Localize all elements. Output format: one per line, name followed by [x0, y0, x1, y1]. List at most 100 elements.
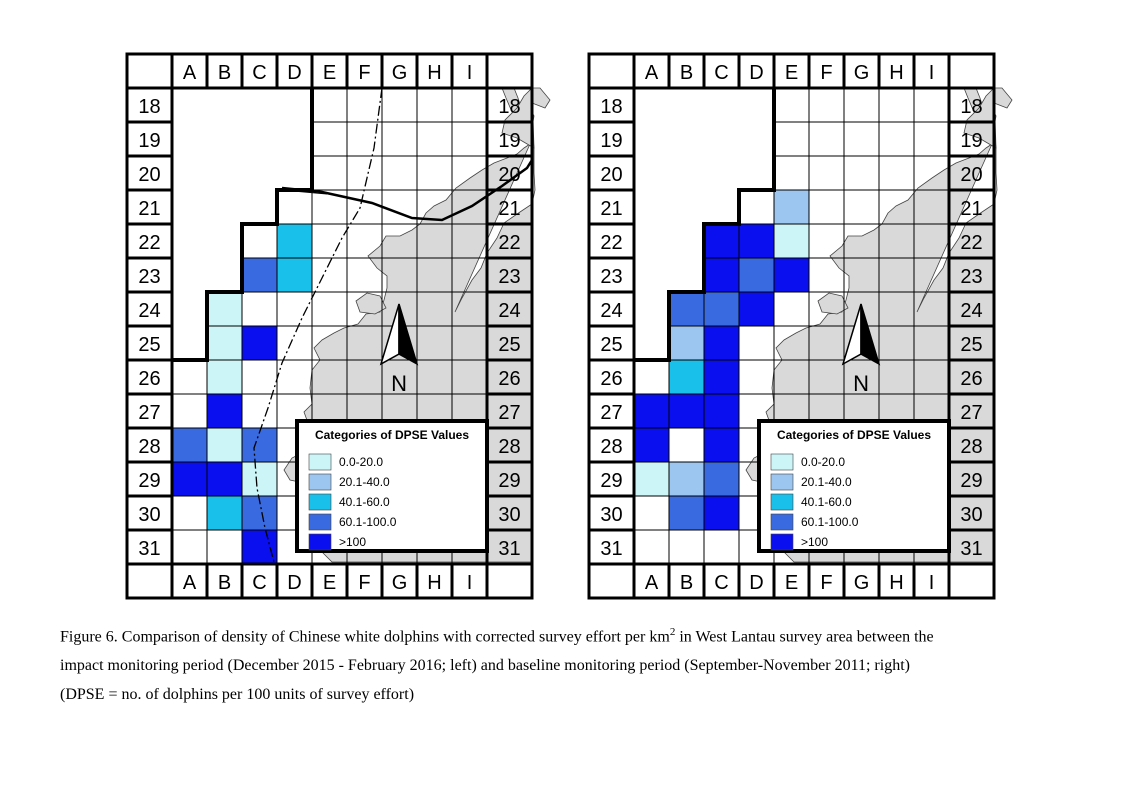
- row-label-left-21: 21: [600, 198, 622, 220]
- cell-C25: [242, 326, 277, 360]
- legend-swatch-c4: [308, 513, 332, 531]
- row-label-right-30: 30: [498, 504, 520, 526]
- cell-D23: [277, 258, 312, 292]
- cell-C31: [242, 530, 277, 564]
- col-label-top-D: D: [749, 62, 763, 84]
- col-label-bottom-G: G: [854, 572, 870, 594]
- north-label: N: [391, 371, 407, 396]
- legend-swatch-c3: [308, 493, 332, 511]
- col-label-bottom-D: D: [287, 572, 301, 594]
- legend-swatch-c4: [770, 513, 794, 531]
- cell-B30: [669, 496, 704, 530]
- row-label-right-22: 22: [960, 232, 982, 254]
- row-label-right-23: 23: [498, 266, 520, 288]
- cell-C29: [242, 462, 277, 496]
- row-label-left-22: 22: [600, 232, 622, 254]
- col-label-bottom-E: E: [785, 572, 798, 594]
- legend-label-c5: >100: [801, 535, 828, 549]
- col-label-bottom-I: I: [467, 572, 473, 594]
- row-label-left-26: 26: [600, 368, 622, 390]
- row-label-left-27: 27: [600, 402, 622, 424]
- col-label-top-H: H: [427, 62, 441, 84]
- cell-D23: [739, 258, 774, 292]
- row-label-left-24: 24: [138, 300, 160, 322]
- cell-D24: [739, 292, 774, 326]
- row-label-right-26: 26: [960, 368, 982, 390]
- caption-sup: 2: [669, 626, 676, 638]
- col-label-top-G: G: [854, 62, 870, 84]
- row-label-left-20: 20: [138, 164, 160, 186]
- cell-B24: [207, 292, 242, 326]
- cell-C22: [704, 224, 739, 258]
- cell-B29: [207, 462, 242, 496]
- cell-A29: [172, 462, 207, 496]
- col-label-bottom-B: B: [680, 572, 693, 594]
- legend-label-c2: 20.1-40.0: [339, 475, 390, 489]
- cell-B26: [207, 360, 242, 394]
- col-label-top-A: A: [183, 62, 197, 84]
- row-label-right-20: 20: [960, 164, 982, 186]
- cell-B25: [669, 326, 704, 360]
- row-label-right-21: 21: [498, 198, 520, 220]
- row-label-right-25: 25: [498, 334, 520, 356]
- row-label-right-25: 25: [960, 334, 982, 356]
- cell-A28: [634, 428, 669, 462]
- cell-E22: [774, 224, 809, 258]
- row-label-right-24: 24: [498, 300, 520, 322]
- cell-B24: [669, 292, 704, 326]
- row-label-left-29: 29: [138, 470, 160, 492]
- legend-swatch-c1: [770, 453, 794, 471]
- legend-label-c4: 60.1-100.0: [801, 515, 859, 529]
- row-label-right-27: 27: [498, 402, 520, 424]
- row-label-left-25: 25: [138, 334, 160, 356]
- cell-B27: [207, 394, 242, 428]
- col-label-bottom-F: F: [820, 572, 832, 594]
- row-label-right-19: 19: [960, 130, 982, 152]
- cell-C30: [704, 496, 739, 530]
- col-label-top-E: E: [323, 62, 336, 84]
- row-label-left-28: 28: [138, 436, 160, 458]
- row-label-right-31: 31: [960, 538, 982, 560]
- legend-swatch-c5: [770, 533, 794, 551]
- col-label-bottom-C: C: [252, 572, 266, 594]
- north-arrow: N: [841, 303, 881, 396]
- row-label-left-27: 27: [138, 402, 160, 424]
- row-label-left-23: 23: [138, 266, 160, 288]
- row-label-left-21: 21: [138, 198, 160, 220]
- cell-D22: [739, 224, 774, 258]
- legend-title: Categories of DPSE Values: [315, 428, 469, 442]
- col-label-top-F: F: [358, 62, 370, 84]
- col-label-top-E: E: [785, 62, 798, 84]
- caption-line3: (DPSE = no. of dolphins per 100 units of…: [60, 686, 415, 704]
- legend-label-c5: >100: [339, 535, 366, 549]
- legend-label-c3: 40.1-60.0: [339, 495, 390, 509]
- row-label-right-29: 29: [498, 470, 520, 492]
- survey-boundary-left: [172, 88, 314, 362]
- col-label-bottom-G: G: [392, 572, 408, 594]
- caption-line1-a: Figure 6. Comparison of density of Chine…: [60, 628, 670, 646]
- col-label-top-G: G: [392, 62, 408, 84]
- row-label-left-18: 18: [600, 96, 622, 118]
- row-label-right-26: 26: [498, 368, 520, 390]
- cell-B30: [207, 496, 242, 530]
- cell-C24: [704, 292, 739, 326]
- cell-C26: [704, 360, 739, 394]
- row-label-left-19: 19: [138, 130, 160, 152]
- row-label-right-29: 29: [960, 470, 982, 492]
- north-arrow-right: [398, 303, 419, 366]
- row-label-right-28: 28: [498, 436, 520, 458]
- col-label-top-C: C: [252, 62, 266, 84]
- col-label-bottom-F: F: [358, 572, 370, 594]
- row-label-left-23: 23: [600, 266, 622, 288]
- cell-E21: [774, 190, 809, 224]
- row-label-right-31: 31: [498, 538, 520, 560]
- legend-swatch-c3: [770, 493, 794, 511]
- north-arrow-right: [860, 303, 881, 366]
- row-label-right-18: 18: [960, 96, 982, 118]
- cell-D22: [277, 224, 312, 258]
- col-label-top-B: B: [680, 62, 693, 84]
- row-label-right-19: 19: [498, 130, 520, 152]
- row-label-right-28: 28: [960, 436, 982, 458]
